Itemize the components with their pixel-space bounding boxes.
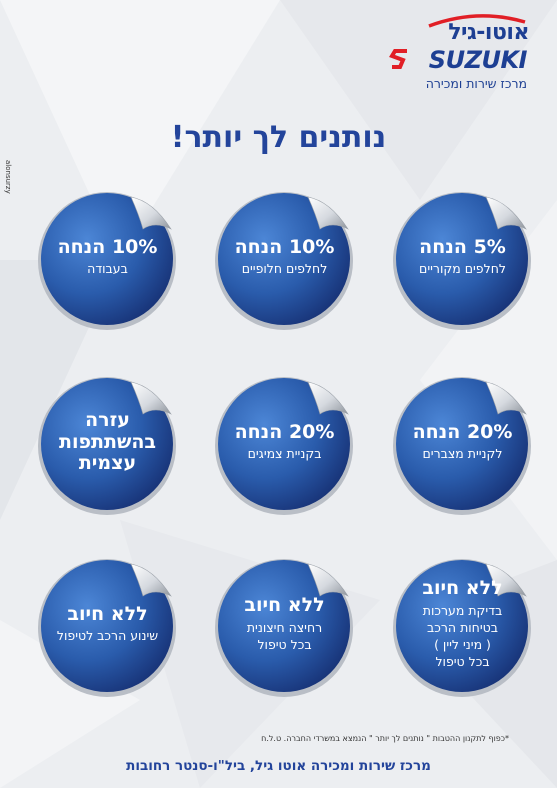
badge-sticker (215, 192, 353, 330)
offer-badge: ללא חיוב רחיצה חיצונית בכל טיפול (212, 552, 357, 697)
badge-headline: עצמית (78, 452, 137, 475)
badge-text: ללא חיוב שינוע הרכב לטיפול (47, 552, 168, 697)
badge-detail: בדיקת מערכות (422, 603, 503, 619)
offer-badge: עזרה בהשתתפות עצמית (35, 370, 180, 515)
badge-headline: 20% הנחה (412, 420, 513, 443)
badge-text: 20% הנחה לקניית מצברים (402, 370, 523, 515)
badge-text: 5% הנחה לחלפים מקוריים (402, 185, 523, 330)
badge-detail: לחלפים חלופיים (241, 261, 328, 277)
badge-headline: ללא חיוב (244, 594, 325, 617)
badge-detail: בעבודה (87, 261, 128, 277)
headline: נותנים לך יותר! (170, 120, 387, 155)
badge-detail: לחלפים מקוריים (419, 261, 506, 277)
badge-detail: בקניית צמיגים (247, 446, 322, 462)
offer-badge: 5% הנחה לחלפים מקוריים (390, 185, 535, 330)
badge-sticker (215, 559, 353, 697)
badge-sticker (38, 559, 176, 697)
brand-english: SUZUKI (428, 46, 528, 74)
logo-tagline: מרכז שירות ומכירה (425, 76, 527, 91)
offer-badge: 20% הנחה בקניית צמיגים (212, 370, 357, 515)
badge-headline: 10% הנחה (234, 235, 335, 258)
offer-badge: 10% הנחה לחלפים חלופיים (212, 185, 357, 330)
badge-headline: 10% הנחה (57, 235, 158, 258)
badge-text: ללא חיוב רחיצה חיצונית בכל טיפול (224, 552, 345, 697)
badge-detail: בטיחות הרכב (427, 620, 498, 636)
offer-badge: 20% הנחה לקניית מצברים (390, 370, 535, 515)
badge-text: ללא חיוב בדיקת מערכות בטיחות הרכב( מיני לי… (402, 552, 523, 697)
badge-headline: עזרה (85, 408, 130, 431)
badge-sticker (393, 559, 531, 697)
footer-address: מרכז שירות ומכירה אוטו גיל, ביל"ו-סנטר ר… (126, 758, 431, 774)
badge-text: עזרה בהשתתפות עצמית (47, 370, 168, 515)
badge-detail: שינוע הרכב לטיפול (56, 628, 159, 644)
badge-detail: בכל טיפול (257, 636, 312, 652)
badge-sticker (215, 377, 353, 515)
terms-footnote: *כפוף לתקנון ההטבות " נותנים לך יותר " ה… (261, 734, 509, 743)
badge-headline: ללא חיוב (422, 577, 503, 600)
badge-text: 10% הנחה בעבודה (47, 185, 168, 330)
badge-headline: 20% הנחה (234, 420, 335, 443)
offer-badge: ללא חיוב שינוע הרכב לטיפול (35, 552, 180, 697)
badge-sticker (393, 377, 531, 515)
badge-text: 10% הנחה לחלפים חלופיים (224, 185, 345, 330)
brand-hebrew: אוטו-גיל (448, 20, 529, 45)
suzuki-s-icon (389, 49, 407, 69)
logo: אוטו-גיל SUZUKI מרכז שירות ומכירה (369, 14, 529, 98)
badge-sticker (38, 192, 176, 330)
logo-swoosh (428, 14, 526, 28)
badge-sticker (393, 192, 531, 330)
offer-badge: 10% הנחה בעבודה (35, 185, 180, 330)
badge-detail: רחיצה חיצונית (246, 620, 323, 636)
badge-detail: לקניית מצברים (422, 446, 503, 462)
badge-sticker (38, 377, 176, 515)
offer-badge: ללא חיוב בדיקת מערכות בטיחות הרכב( מיני לי… (390, 552, 535, 697)
badge-detail: ( מיני ליין ) (434, 636, 491, 652)
badge-headline: ללא חיוב (67, 602, 148, 625)
designer-credit: alonsurzy (4, 160, 12, 194)
badge-detail: בכל טיפול (435, 653, 490, 669)
badge-headline: 5% הנחה (419, 235, 506, 258)
badge-headline: בהשתתפות (59, 430, 157, 453)
badge-text: 20% הנחה בקניית צמיגים (224, 370, 345, 515)
